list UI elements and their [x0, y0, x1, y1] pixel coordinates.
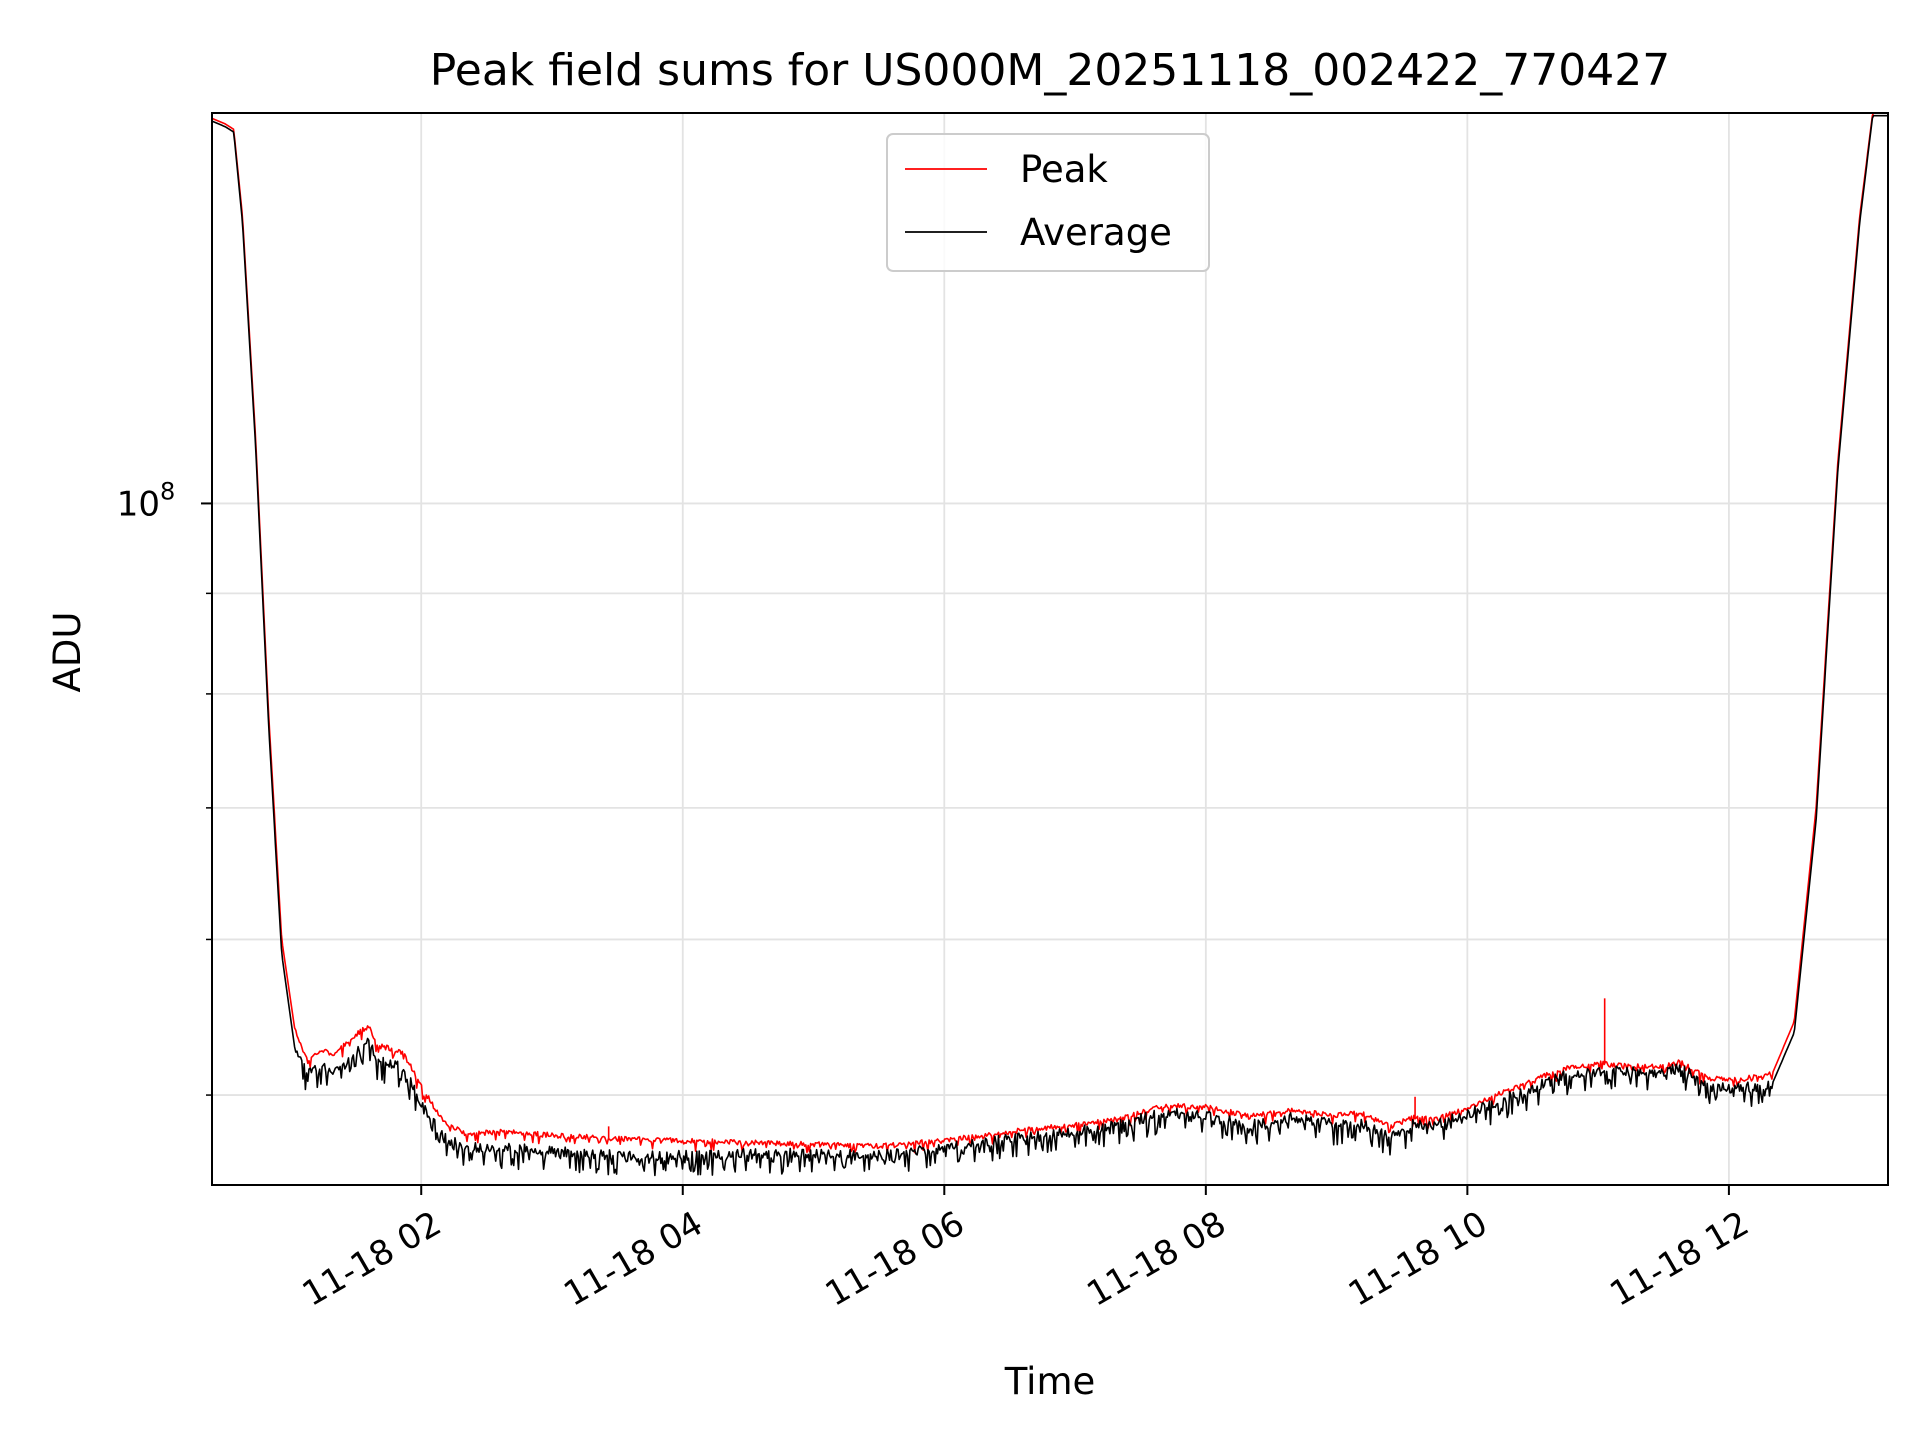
x-tick-label: 11-18 02 — [296, 1204, 448, 1315]
y-axis-label: ADU — [46, 612, 89, 693]
legend-label-average: Average — [1020, 211, 1172, 254]
y-tick-label: 108 — [117, 477, 176, 524]
series-line-average — [211, 114, 1888, 1177]
x-axis-label: Time — [1004, 1360, 1096, 1403]
grid-lines — [212, 113, 1888, 1185]
y-tick-label-base: 10 — [117, 484, 160, 524]
x-tick-label: 11-18 12 — [1603, 1204, 1755, 1315]
x-tick-label: 11-18 04 — [557, 1204, 709, 1315]
plot-frame — [211, 112, 1889, 1186]
series-line-peak — [211, 112, 1888, 1154]
legend-label-peak: Peak — [1020, 148, 1108, 191]
plot-series — [211, 112, 1888, 1177]
legend: Peak Average — [886, 133, 1210, 272]
chart-title: Peak field sums for US000M_20251118_0024… — [430, 45, 1670, 96]
y-axis: 108 — [117, 477, 212, 1096]
x-tick-label: 11-18 08 — [1080, 1204, 1232, 1315]
x-tick-label: 11-18 10 — [1342, 1204, 1494, 1315]
x-tick-label: 11-18 06 — [819, 1204, 971, 1315]
x-axis: 11-18 02 11-18 04 11-18 06 11-18 08 11-18 10… — [296, 1185, 1756, 1315]
y-tick-label-exponent: 8 — [160, 477, 175, 505]
